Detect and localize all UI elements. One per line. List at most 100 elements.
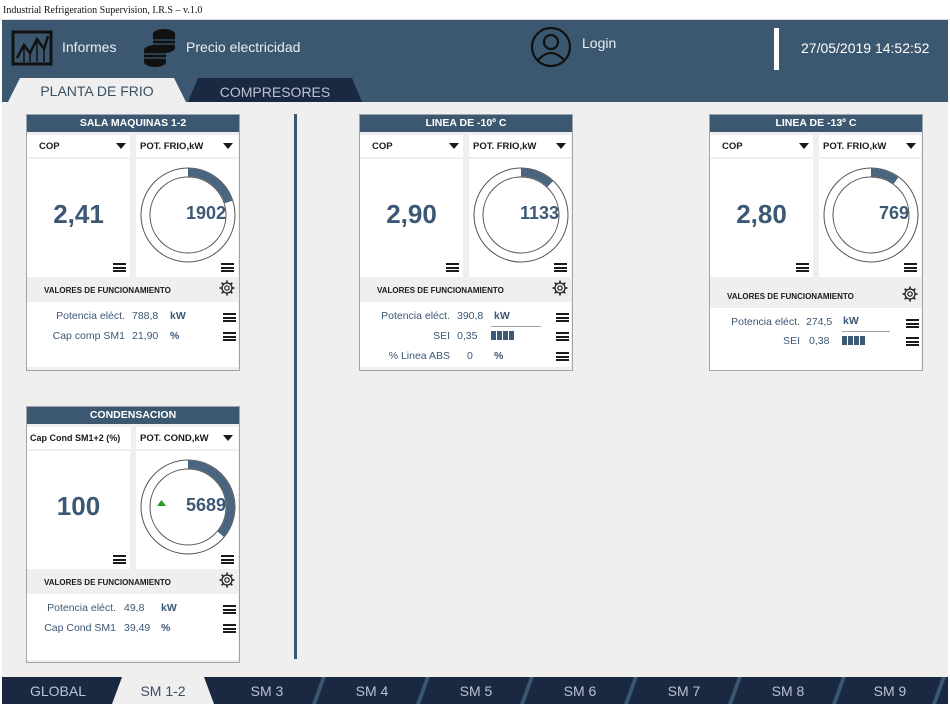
param-value: 0,38 <box>809 335 830 347</box>
metric-select-left[interactable]: Cap Cond SM1+2 (%) <box>27 427 131 449</box>
settings-gear-icon[interactable] <box>552 280 568 296</box>
metric-select-right[interactable]: POT. COND,kW <box>136 427 238 449</box>
settings-gear-icon[interactable] <box>902 286 918 302</box>
metric-select-right[interactable]: POT. FRIO,kW <box>136 135 238 157</box>
menu-icon[interactable] <box>446 263 459 272</box>
dropdown-arrow-icon <box>449 143 459 149</box>
login-button[interactable]: Login <box>530 20 616 74</box>
report-chart-icon <box>11 30 53 66</box>
card-title: SALA MAQUINAS 1-2 <box>27 115 239 132</box>
metric-select-left[interactable]: COP <box>27 135 130 157</box>
tab-sm-1-2[interactable]: SM 1-2 <box>112 677 214 704</box>
select-label: POT. FRIO,kW <box>823 141 887 152</box>
login-label: Login <box>582 35 617 51</box>
datetime-display: 27/05/2019 14:52:52 <box>801 40 930 56</box>
dropdown-arrow-icon <box>116 143 126 149</box>
param-unit: kW <box>843 315 859 327</box>
tab-sm-7[interactable]: SM 7 <box>667 682 701 699</box>
menu-icon[interactable] <box>221 263 234 272</box>
menu-icon[interactable] <box>906 337 919 346</box>
sei-segment <box>848 336 853 345</box>
sei-level-bar <box>842 336 866 346</box>
tab-planta-de-frio[interactable]: PLANTA DE FRIO <box>8 78 186 102</box>
metric-select-right[interactable]: POT. FRIO,kW <box>819 135 921 157</box>
param-unit: kW <box>494 310 510 322</box>
settings-gear-icon[interactable] <box>219 280 235 296</box>
card-sala-maquinas: SALA MAQUINAS 1-2 COP POT. FRIO,kW 2,41 … <box>26 114 240 371</box>
param-unit: % <box>494 350 504 362</box>
metric-select-left[interactable]: COP <box>360 135 463 157</box>
menu-icon[interactable] <box>221 555 234 564</box>
menu-icon[interactable] <box>906 319 919 328</box>
param-label: Potencia eléct. <box>56 310 125 322</box>
dropdown-arrow-icon <box>906 143 916 149</box>
gauge-ring-icon <box>823 167 919 263</box>
param-label: Potencia eléct. <box>47 602 116 614</box>
value-panel: 100 <box>27 451 130 569</box>
menu-icon[interactable] <box>556 313 569 322</box>
gauge-arc <box>141 460 235 554</box>
menu-icon[interactable] <box>223 605 236 614</box>
params-panel: Potencia eléct. 49,8 kW Cap Cond SM1 39,… <box>27 594 238 660</box>
tab-sm-9[interactable]: SM 9 <box>873 682 907 699</box>
menu-icon[interactable] <box>223 313 236 322</box>
card-title: CONDENSACION <box>27 407 239 424</box>
tab-compresores[interactable]: COMPRESORES <box>188 78 362 102</box>
tab-sm-4[interactable]: SM 4 <box>355 682 389 699</box>
select-label: COP <box>372 141 393 152</box>
sei-segment <box>854 336 859 345</box>
param-label: % Linea ABS <box>388 350 450 362</box>
select-label: Cap Cond SM1+2 (%) <box>30 433 121 443</box>
select-label: COP <box>39 141 60 152</box>
tab-sm-5[interactable]: SM 5 <box>459 682 493 699</box>
sei-segment <box>509 331 514 340</box>
gauge-ring-icon <box>140 459 236 555</box>
menu-icon[interactable] <box>796 263 809 272</box>
sei-segment <box>842 336 847 345</box>
tab-global[interactable]: GLOBAL <box>29 682 87 699</box>
sei-segment <box>491 331 496 340</box>
param-unit: kW <box>161 602 177 614</box>
param-label: Cap Cond SM1 <box>44 622 116 634</box>
tab-sm-6[interactable]: SM 6 <box>563 682 597 699</box>
cop-value: 2,41 <box>53 199 104 229</box>
menu-icon[interactable] <box>554 263 567 272</box>
params-panel: Potencia eléct. 788,8 kW Cap comp SM1 21… <box>27 302 238 367</box>
menu-icon[interactable] <box>113 555 126 564</box>
select-label: POT. FRIO,kW <box>473 141 537 152</box>
settings-gear-icon[interactable] <box>219 572 235 588</box>
menu-icon[interactable] <box>556 352 569 361</box>
menu-icon[interactable] <box>556 332 569 341</box>
valores-label: VALORES DE FUNCIONAMIENTO <box>44 286 171 295</box>
menu-icon[interactable] <box>904 263 917 272</box>
sei-segment <box>497 331 502 340</box>
param-value: 49,8 <box>124 602 145 614</box>
gauge-value: 5689 <box>185 495 226 515</box>
metric-select-right[interactable]: POT. FRIO,kW <box>469 135 571 157</box>
param-value: 0 <box>467 350 473 362</box>
valores-header: VALORES DE FUNCIONAMIENTO <box>360 280 571 300</box>
gauge-ring-icon <box>140 167 236 263</box>
dropdown-arrow-icon <box>556 143 566 149</box>
informes-button[interactable]: Informes <box>10 20 116 74</box>
value-panel: 2,80 <box>710 159 813 277</box>
tab-sm-3[interactable]: SM 3 <box>250 682 284 699</box>
metric-select-left[interactable]: COP <box>710 135 813 157</box>
value-panel: 2,41 <box>27 159 130 277</box>
cap-cond-value: 100 <box>56 491 101 521</box>
menu-icon[interactable] <box>223 624 236 633</box>
precio-electricidad-button[interactable]: Precio electricidad <box>142 20 300 74</box>
card-title: LINEA DE -10º C <box>360 115 572 132</box>
header-divider <box>774 28 779 70</box>
card-title: LINEA DE -13º C <box>710 115 922 132</box>
app-header: Informes Precio electricidad Login 27/05… <box>2 20 948 78</box>
menu-icon[interactable] <box>113 263 126 272</box>
dropdown-arrow-icon <box>223 143 233 149</box>
menu-icon[interactable] <box>223 332 236 341</box>
gauge-value: 1902 <box>185 203 226 223</box>
card-linea-13: LINEA DE -13º C COP POT. FRIO,kW 2,80 76… <box>709 114 923 371</box>
valores-header: VALORES DE FUNCIONAMIENTO <box>27 572 238 592</box>
param-value: 21,90 <box>132 330 159 342</box>
select-label: COP <box>722 141 743 152</box>
tab-sm-8[interactable]: SM 8 <box>771 682 805 699</box>
